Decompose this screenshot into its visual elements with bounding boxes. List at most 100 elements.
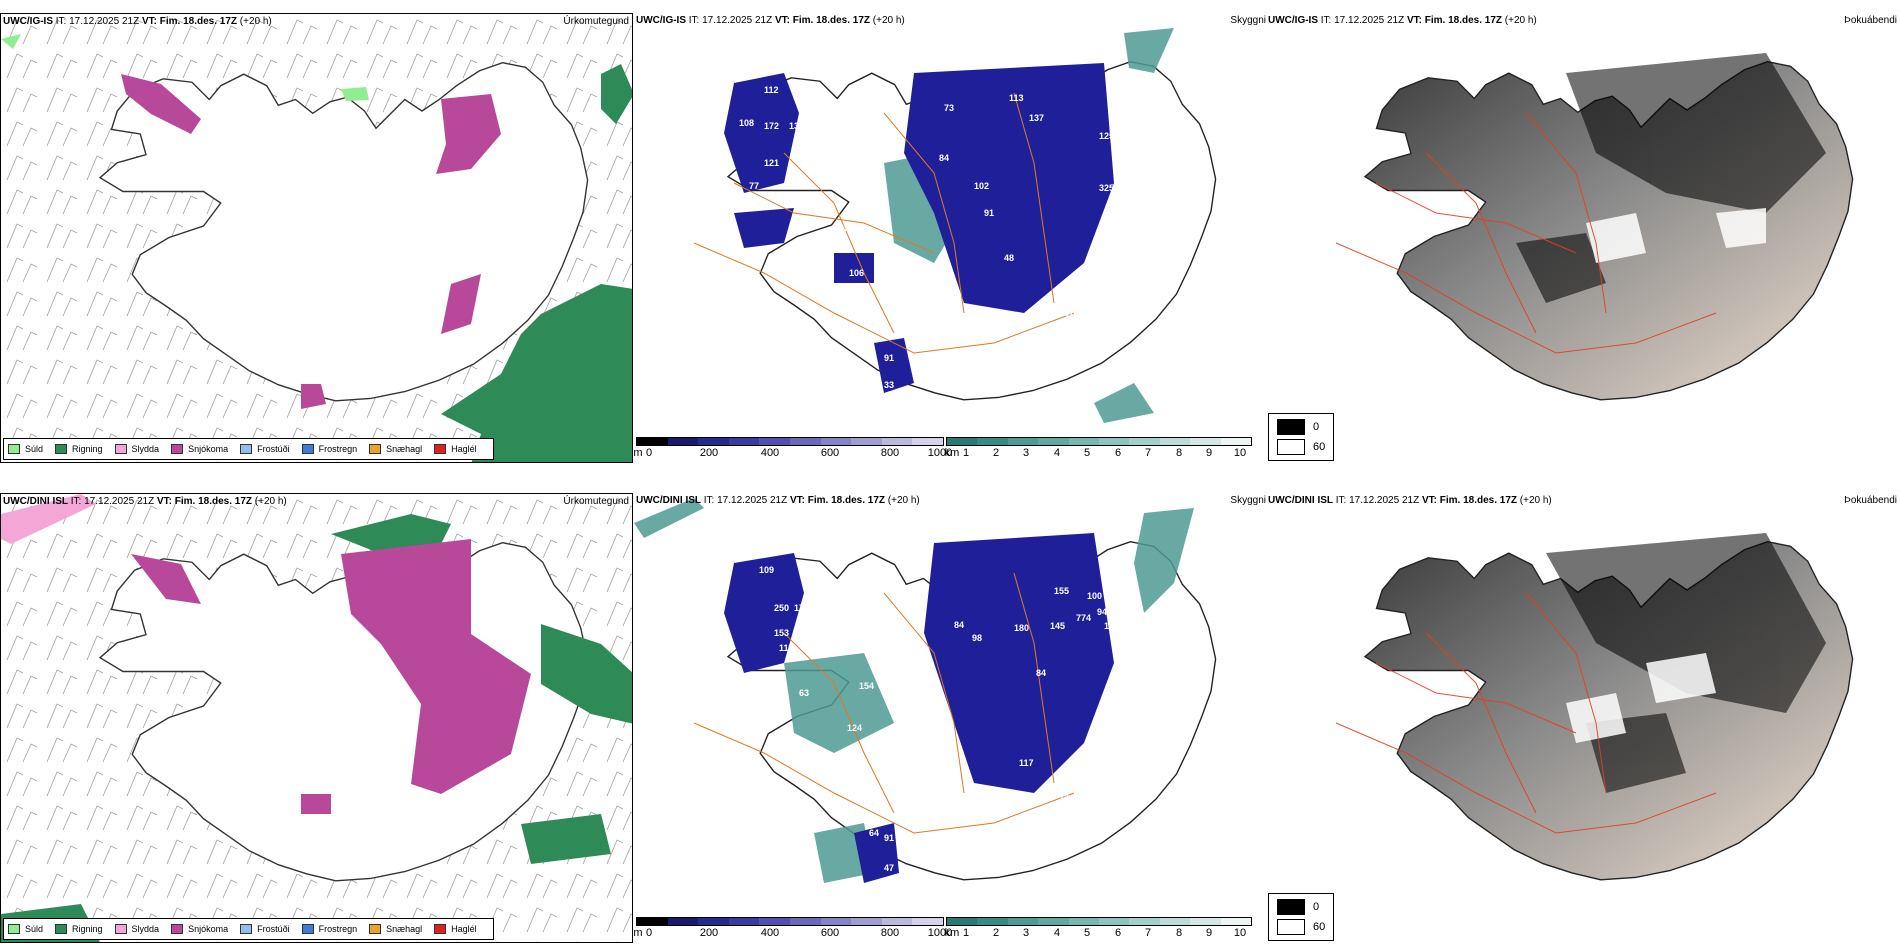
- legend-swatch: [240, 924, 253, 934]
- vis-value: 325: [1099, 183, 1115, 193]
- precip-legend: Súld Rigning Slydda Snjókoma Frostúði Fr…: [3, 918, 494, 940]
- vis-color-step: [977, 438, 1008, 445]
- legend-swatch: [434, 924, 447, 934]
- vis-value: 66: [1167, 223, 1178, 233]
- height-tick: 1000: [927, 447, 953, 459]
- legend-sleet: Slydda: [114, 924, 159, 934]
- height-tick: 400: [760, 927, 780, 939]
- vis-value: 71: [1124, 271, 1135, 281]
- vis-value: 99: [1014, 791, 1025, 801]
- legend-swatch: [171, 924, 184, 934]
- height-tick: 800: [880, 447, 900, 459]
- panel-title: UWC/DINI ISL IT: 17.12.2025 21Z VT: Fim.…: [3, 496, 287, 507]
- vis-color-step: [947, 438, 978, 445]
- vis-value: 91: [984, 208, 995, 218]
- legend-graupel: Snæhagl: [369, 444, 422, 454]
- vis-tick: 2: [992, 927, 1000, 939]
- vis-tick: 8: [1175, 447, 1183, 459]
- visibility-ticks: km 1 2 3 4 5 6 7 8 9 10: [945, 447, 1266, 461]
- vis-tick: 6: [1114, 927, 1122, 939]
- vis-value: 106: [849, 268, 865, 278]
- legend-freezing-rain: Frostregn: [301, 924, 357, 934]
- vis-tick: 10: [1233, 447, 1247, 459]
- legend-swatch: [114, 444, 127, 454]
- vis-value: 127: [1159, 678, 1175, 688]
- vis-value: 109: [759, 565, 775, 575]
- vis-color-step: [1038, 918, 1069, 925]
- fog-swatch: [1277, 899, 1305, 915]
- height-color-step: [637, 918, 668, 925]
- height-color-step: [667, 438, 699, 445]
- fog-swatch: [1277, 919, 1305, 935]
- vis-value: 108: [739, 118, 755, 128]
- panel-title: UWC/IG-IS IT: 17.12.2025 21Z VT: Fim. 18…: [3, 16, 272, 27]
- vis-value: 172: [764, 121, 780, 131]
- vis-value: 63: [799, 688, 810, 698]
- legend-snow: Snjókoma: [171, 444, 228, 454]
- vis-value: 94: [1097, 607, 1108, 617]
- vis-color-step: [1190, 438, 1221, 445]
- height-tick: 400: [760, 447, 780, 459]
- height-color-step: [881, 438, 913, 445]
- fog-map-row2: [1335, 533, 1854, 881]
- cloud-vis-map-row2: [634, 498, 1217, 883]
- height-color-step: [698, 438, 729, 445]
- vis-value: 137: [1029, 113, 1045, 123]
- vis-value: 112: [764, 85, 779, 95]
- vis-value: 125: [1099, 131, 1115, 141]
- vis-color-step: [1099, 918, 1130, 925]
- vis-value: 67: [1064, 308, 1075, 318]
- height-colorbar: [636, 917, 944, 926]
- legend-swatch: [240, 444, 253, 454]
- height-color-step: [851, 438, 882, 445]
- height-color-step: [820, 438, 852, 445]
- legend-swatch: [114, 924, 127, 934]
- height-color-step: [912, 438, 943, 445]
- vis-value: 72: [1059, 793, 1070, 803]
- vis-value: 117: [1019, 758, 1034, 768]
- height-color-step: [851, 918, 882, 925]
- vis-value: 117: [1134, 101, 1149, 111]
- vis-value: 113: [1009, 93, 1024, 103]
- height-color-step: [698, 918, 729, 925]
- legend-graupel: Snæhagl: [369, 924, 422, 934]
- vis-value: 145: [1050, 621, 1066, 631]
- vis-value: 99: [1132, 678, 1143, 688]
- vis-value: 84: [954, 620, 965, 630]
- vis-value: 98: [1109, 581, 1120, 591]
- height-tick: 600: [820, 927, 840, 939]
- vis-color-step: [1129, 438, 1160, 445]
- vis-tick: 5: [1083, 447, 1091, 459]
- height-tick: 600: [820, 447, 840, 459]
- vis-color-step: [1007, 438, 1039, 445]
- legend-hail: Haglél: [434, 924, 477, 934]
- legend-swatch: [301, 924, 314, 934]
- vis-tick: 9: [1205, 927, 1213, 939]
- vis-tick: 3: [1022, 447, 1030, 459]
- vis-value: 64: [869, 828, 880, 838]
- vis-tick: 9: [1205, 447, 1213, 459]
- vis-value: 60: [1144, 241, 1155, 251]
- vis-color-step: [1068, 438, 1100, 445]
- vis-tick: 7: [1144, 447, 1152, 459]
- fog-panel-row1: UWC/IG-IS IT: 17.12.2025 21Z VT: Fim. 18…: [1266, 13, 1900, 463]
- vis-value: 100: [1087, 591, 1103, 601]
- precip-panel-row2: UWC/DINI ISL IT: 17.12.2025 21Z VT: Fim.…: [0, 493, 633, 943]
- vis-value: 250: [774, 603, 790, 613]
- vis-value: 48: [1004, 253, 1015, 263]
- fog-panel-row2: UWC/DINI ISL IT: 17.12.2025 21Z VT: Fim.…: [1266, 493, 1900, 943]
- panel-type-label: Skyggni: [1230, 495, 1266, 506]
- fog-legend-item: 0: [1277, 897, 1325, 917]
- vis-value: 91: [884, 833, 895, 843]
- fog-legend-item: 0: [1277, 417, 1325, 437]
- legend-freezing-drizzle: Frostúði: [240, 444, 290, 454]
- vis-value: 149: [1109, 113, 1125, 123]
- fog-legend-row1: 0 60: [1268, 413, 1335, 461]
- vis-value: 84: [1036, 668, 1047, 678]
- height-tick: 800: [880, 927, 900, 939]
- panel-type-label: Þokuábendi: [1844, 15, 1897, 26]
- vis-color-step: [1038, 438, 1069, 445]
- vis-value: 84: [939, 153, 950, 163]
- height-ticks: m 0 200 400 600 800 1000: [634, 927, 954, 941]
- legend-hail: Haglél: [434, 444, 477, 454]
